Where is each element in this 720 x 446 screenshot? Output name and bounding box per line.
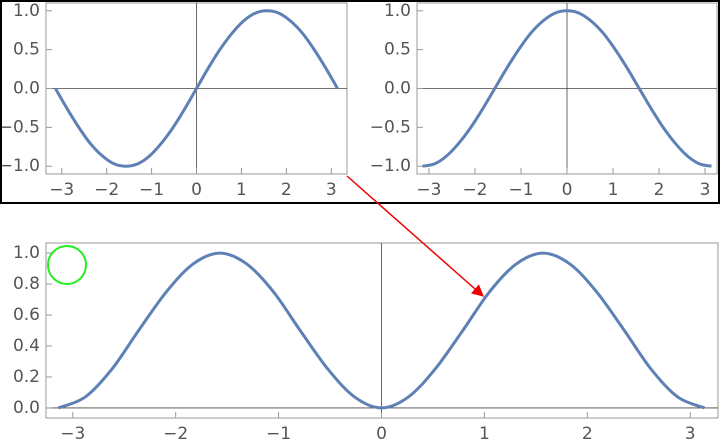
x-tick-label: 1 bbox=[236, 180, 247, 200]
x-tick-label: −1 bbox=[266, 424, 291, 444]
line bbox=[54, 9, 339, 168]
y-tick-label: 0.0 bbox=[384, 79, 411, 99]
x-tick-label: 2 bbox=[281, 180, 292, 200]
x-tick-label: 0 bbox=[376, 424, 387, 444]
x-tick-label: −2 bbox=[94, 180, 119, 200]
y-tick-label: 1.0 bbox=[384, 1, 411, 21]
y-tick-label: 1.0 bbox=[13, 1, 40, 21]
frame bbox=[45, 242, 719, 419]
y-tick-label: 0.5 bbox=[13, 40, 40, 60]
x-tick-label: −3 bbox=[416, 180, 441, 200]
x-tick-label: −2 bbox=[163, 424, 188, 444]
y-tick-label: 0.2 bbox=[13, 367, 40, 387]
x-tick-label: −1 bbox=[508, 180, 533, 200]
x-tick-label: 0 bbox=[191, 180, 202, 200]
line bbox=[57, 251, 706, 410]
y-tick-label: 0.0 bbox=[13, 79, 40, 99]
x-tick-label: −1 bbox=[139, 180, 164, 200]
x-tick-label: −2 bbox=[462, 180, 487, 200]
x-tick-label: 0 bbox=[562, 180, 573, 200]
x-tick-label: 3 bbox=[685, 424, 696, 444]
y-tick-label: 0.6 bbox=[13, 305, 40, 325]
y-tick-label: −0.5 bbox=[0, 117, 40, 137]
y-tick-label: 0.0 bbox=[13, 398, 40, 418]
line bbox=[422, 9, 712, 168]
x-tick-label: 3 bbox=[326, 180, 337, 200]
y-tick-label: 0.4 bbox=[13, 336, 40, 356]
y-tick-label: −1.0 bbox=[370, 156, 411, 176]
highlight-circle bbox=[47, 245, 87, 285]
y-tick-label: 1.0 bbox=[13, 243, 40, 263]
x-tick-label: 2 bbox=[654, 180, 665, 200]
x-tick-label: 1 bbox=[608, 180, 619, 200]
x-tick-label: 3 bbox=[700, 180, 711, 200]
y-tick-label: −1.0 bbox=[0, 156, 40, 176]
y-tick-label: −0.5 bbox=[370, 117, 411, 137]
x-tick-label: −3 bbox=[60, 424, 85, 444]
y-tick-label: 0.8 bbox=[13, 274, 40, 294]
arrow bbox=[346, 175, 484, 297]
x-tick-label: −3 bbox=[49, 180, 74, 200]
x-tick-label: 1 bbox=[479, 424, 490, 444]
y-tick-label: 0.5 bbox=[384, 40, 411, 60]
selection-box bbox=[0, 0, 720, 204]
x-tick-label: 2 bbox=[582, 424, 593, 444]
